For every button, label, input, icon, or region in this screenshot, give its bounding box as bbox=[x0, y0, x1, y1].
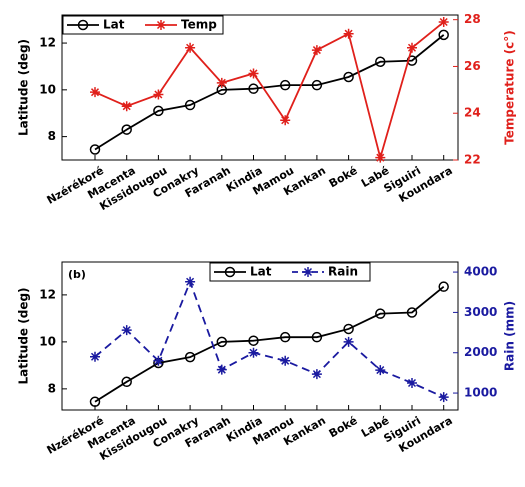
legend-label: Temp bbox=[181, 18, 217, 32]
y-axis-label: Latitude (deg) bbox=[17, 39, 31, 136]
data-point bbox=[121, 124, 132, 135]
y2-tick-label: 22 bbox=[464, 153, 481, 167]
data-point bbox=[343, 28, 354, 39]
data-point bbox=[185, 276, 196, 287]
legend-marker bbox=[224, 266, 236, 278]
panel-label: (b) bbox=[68, 268, 86, 281]
data-point bbox=[121, 101, 132, 112]
data-point bbox=[311, 331, 323, 343]
y2-tick-label: 26 bbox=[464, 59, 481, 73]
data-point bbox=[90, 351, 100, 362]
data-point bbox=[280, 355, 291, 366]
y-axis-label: Latitude (deg) bbox=[17, 287, 31, 384]
legend-box bbox=[62, 15, 224, 35]
y-tick-label: 10 bbox=[39, 82, 56, 96]
x-tick-label: Boké bbox=[327, 164, 360, 190]
plot-frame bbox=[61, 14, 459, 161]
data-point bbox=[375, 308, 386, 319]
data-point bbox=[279, 331, 291, 343]
data-point bbox=[311, 369, 322, 380]
legend-box bbox=[209, 262, 371, 282]
series-line bbox=[94, 34, 445, 151]
data-point bbox=[216, 77, 227, 88]
series-line bbox=[94, 285, 445, 403]
data-point bbox=[375, 56, 386, 68]
series-line bbox=[94, 279, 445, 398]
y-tick-label: 8 bbox=[48, 129, 56, 143]
data-point bbox=[438, 17, 449, 28]
y-tick-label: 10 bbox=[39, 334, 56, 348]
legend-marker bbox=[156, 20, 166, 30]
data-point bbox=[216, 336, 228, 348]
data-point bbox=[89, 144, 101, 155]
data-point bbox=[438, 281, 449, 292]
data-point bbox=[407, 377, 417, 388]
legend-label: Lat bbox=[250, 265, 272, 279]
data-point bbox=[248, 335, 259, 346]
data-point bbox=[216, 364, 227, 375]
data-point bbox=[375, 152, 386, 163]
data-point bbox=[311, 79, 323, 91]
y2-axis-label: Rain (mm) bbox=[503, 301, 517, 371]
series-line bbox=[94, 21, 445, 162]
data-point bbox=[406, 307, 418, 318]
data-point bbox=[248, 83, 259, 94]
plot-frame bbox=[61, 261, 459, 411]
data-point bbox=[121, 325, 132, 336]
y-tick-label: 12 bbox=[39, 36, 56, 50]
data-point bbox=[438, 392, 449, 403]
data-point bbox=[121, 376, 132, 388]
data-point bbox=[375, 365, 386, 376]
data-point bbox=[90, 87, 100, 98]
data-point bbox=[407, 42, 417, 53]
data-point bbox=[153, 355, 164, 366]
data-point bbox=[185, 42, 196, 53]
y2-axis-label: Temperature (c°) bbox=[503, 30, 517, 145]
data-point bbox=[248, 347, 259, 358]
y2-tick-label: 24 bbox=[464, 106, 481, 120]
y-tick-label: 8 bbox=[48, 381, 56, 395]
data-point bbox=[438, 29, 449, 41]
y2-tick-label: 3000 bbox=[464, 305, 497, 319]
data-point bbox=[184, 351, 196, 363]
y2-tick-label: 2000 bbox=[464, 345, 497, 359]
y2-tick-label: 28 bbox=[464, 12, 481, 26]
data-point bbox=[184, 99, 196, 111]
data-point bbox=[311, 45, 322, 56]
x-tick-label: Boké bbox=[327, 414, 360, 440]
data-point bbox=[248, 68, 259, 79]
data-point bbox=[343, 323, 354, 335]
y2-tick-label: 1000 bbox=[464, 386, 497, 400]
data-point bbox=[280, 115, 291, 126]
data-point bbox=[279, 79, 291, 91]
legend-marker bbox=[303, 267, 313, 277]
data-point bbox=[89, 396, 101, 408]
legend-label: Rain bbox=[328, 265, 358, 279]
data-point bbox=[343, 71, 354, 83]
data-point bbox=[153, 89, 164, 100]
y-tick-label: 12 bbox=[39, 287, 56, 301]
data-point bbox=[343, 336, 354, 347]
legend-marker bbox=[77, 19, 89, 31]
y2-tick-label: 4000 bbox=[464, 265, 497, 279]
data-point bbox=[153, 105, 164, 117]
legend-label: Lat bbox=[103, 18, 125, 32]
